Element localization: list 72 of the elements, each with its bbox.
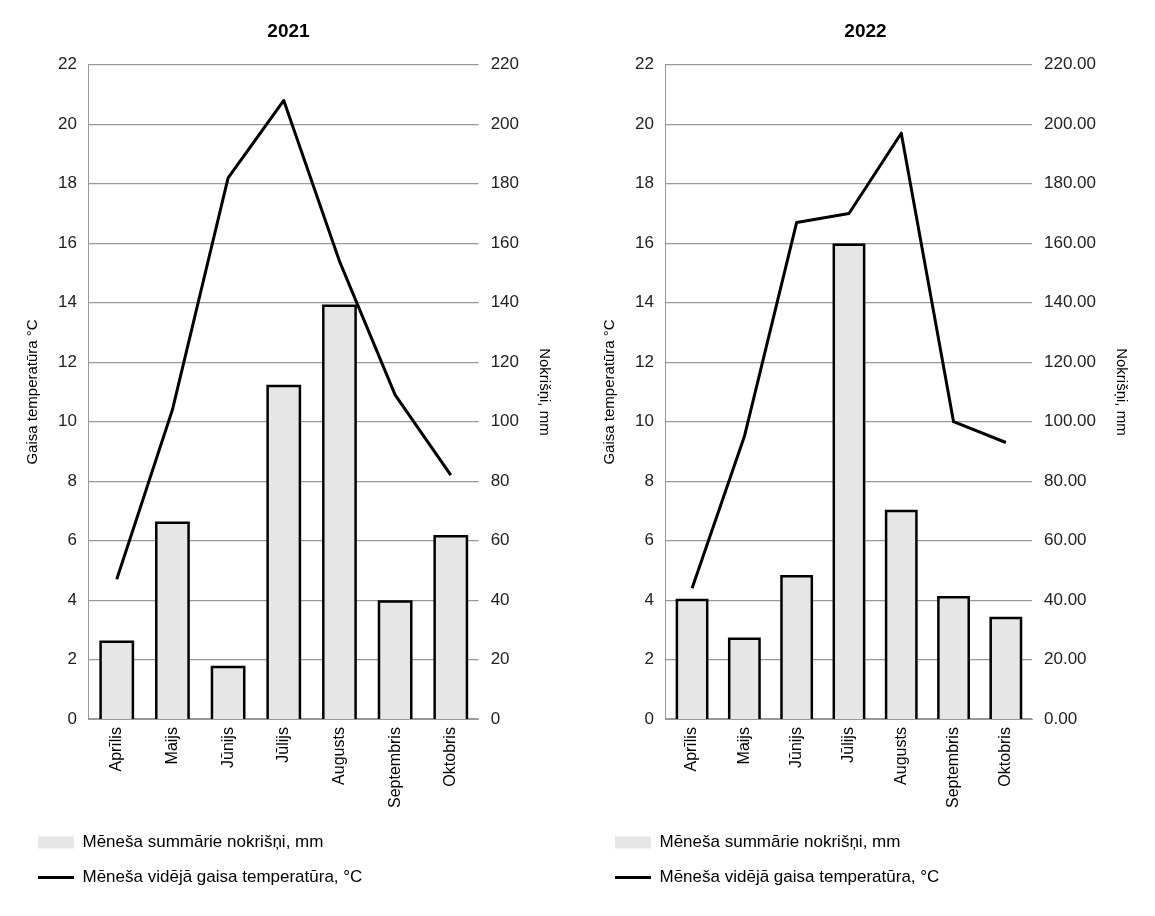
y-tick-label: 10 [634,411,654,431]
x-tick-label: Maijs [162,727,180,765]
x-tick-label: Maijs [734,727,752,765]
y-tick-label: 14 [57,292,77,312]
x-tick-label: Septembris [385,727,403,808]
x-tick-label: Aprīlis [107,727,125,772]
x-tick-label: Septembris [943,727,961,808]
y2-tick-label: 140.00 [1044,292,1096,312]
y-tick-label: 22 [57,54,77,74]
legend-label: Mēneša summārie nokrišņi, mm [659,832,901,852]
y2-tick-label: 180 [490,173,520,193]
y2-tick-label: 220 [490,54,520,74]
chart-title: 2021 [267,19,311,41]
x-tick-label: Jūnijs [218,727,236,768]
y-tick-label: 4 [644,589,654,609]
y2-tick-label: 80 [490,470,510,490]
y2-tick-label: 80.00 [1044,470,1087,490]
y-tick-label: 10 [57,411,77,431]
legend-label: Mēneša summārie nokrišņi, mm [82,832,324,852]
y-tick-label: 4 [67,589,77,609]
y2-tick-label: 120.00 [1044,351,1096,371]
y-tick-label: 20 [57,113,77,133]
y2-axis-title: Nokrišņi, mm [536,348,554,436]
y-tick-label: 0 [67,708,77,728]
y-axis-title: Gaisa temperatūra °C [23,319,41,465]
y-tick-label: 18 [634,173,654,193]
y2-tick-label: 20.00 [1044,649,1087,669]
legend-label: Mēneša vidējā gaisa temperatūra, °C [659,867,940,887]
y2-tick-label: 20 [490,649,510,669]
y2-tick-label: 60.00 [1044,530,1087,550]
x-tick-label: Jūlijs [839,727,857,763]
y2-tick-label: 120 [490,351,520,371]
y2-tick-label: 100 [490,411,520,431]
y2-tick-label: 200.00 [1044,113,1096,133]
y-tick-label: 2 [644,649,654,669]
x-tick-label: Jūnijs [787,727,805,768]
y2-tick-label: 40.00 [1044,589,1087,609]
y-tick-label: 8 [67,470,77,490]
y2-tick-label: 200 [490,113,520,133]
y2-tick-label: 100.00 [1044,411,1096,431]
y2-tick-label: 220.00 [1044,54,1096,74]
y-tick-label: 8 [644,470,654,490]
y-tick-label: 18 [57,173,77,193]
y-tick-label: 22 [634,54,654,74]
y2-tick-label: 160 [490,232,520,252]
y2-tick-label: 180.00 [1044,173,1096,193]
y2-tick-label: 160.00 [1044,232,1096,252]
y-tick-label: 12 [57,351,77,371]
x-tick-label: Oktobris [996,727,1014,787]
y-tick-label: 20 [634,113,654,133]
y-tick-label: 14 [634,292,654,312]
y-tick-label: 0 [644,708,654,728]
x-tick-label: Oktobris [441,727,459,787]
y-tick-label: 2 [67,649,77,669]
x-tick-label: Jūlijs [274,727,292,763]
y2-tick-label: 0 [490,708,501,728]
x-tick-label: Aprīlis [682,727,700,772]
y-tick-label: 16 [634,232,654,252]
y-axis-title: Gaisa temperatūra °C [600,319,618,465]
y2-tick-label: 140 [490,292,520,312]
chart-title: 2022 [844,19,887,41]
y2-tick-label: 40 [490,589,510,609]
legend-label: Mēneša vidējā gaisa temperatūra, °C [82,867,363,887]
y-tick-label: 6 [67,530,77,550]
y2-tick-label: 60 [490,530,510,550]
x-tick-label: Augusts [891,727,909,785]
x-tick-label: Augusts [329,727,347,785]
y2-axis-title: Nokrišņi, mm [1113,348,1131,436]
y-tick-label: 6 [644,530,654,550]
y2-tick-label: 0.00 [1044,708,1078,728]
y-tick-label: 12 [634,351,654,371]
y-tick-label: 16 [57,232,77,252]
